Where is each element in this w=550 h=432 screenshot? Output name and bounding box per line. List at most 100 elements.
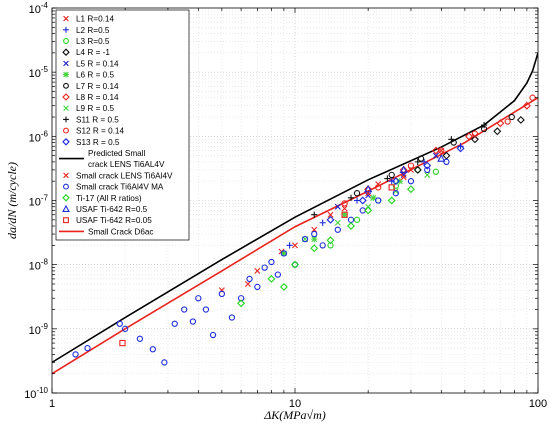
legend-marker	[63, 127, 69, 134]
legend-label: L7 R = 0.14	[76, 82, 119, 91]
legend-marker	[62, 204, 70, 212]
legend-label: USAF Ti-642 R=0.05	[76, 216, 152, 225]
data-point	[311, 211, 318, 218]
data-point	[334, 226, 341, 233]
data-point	[375, 197, 382, 204]
legend: L1 R=0.14 L2 R=0.5 L3 R=0.5 L4 R = -1 L5 R =…	[55, 9, 190, 241]
data-point	[364, 206, 373, 215]
data-point	[119, 339, 126, 347]
data-point	[364, 185, 373, 194]
data-point	[400, 171, 407, 178]
data-point	[181, 306, 188, 313]
legend-marker	[63, 60, 69, 67]
data-point	[311, 230, 318, 238]
y-tick-labels: 10-10 10-9 10-8 10-7 10-6 10-5 10-4	[24, 1, 48, 401]
data-point	[516, 115, 525, 124]
data-point	[254, 283, 261, 291]
data-point	[286, 242, 293, 249]
data-point	[319, 219, 326, 226]
legend-marker	[63, 183, 69, 190]
data-point	[365, 192, 372, 199]
data-point	[267, 274, 276, 283]
data-point	[228, 314, 236, 321]
data-point	[353, 190, 361, 197]
data-point	[370, 194, 377, 201]
data-point	[72, 351, 79, 358]
data-point	[424, 166, 431, 174]
data-point	[388, 178, 395, 185]
x-tick-labels: 1 10 100	[49, 398, 547, 410]
data-point	[268, 258, 275, 266]
data-point	[274, 271, 281, 278]
legend-marker	[63, 71, 69, 78]
data-point	[218, 290, 225, 298]
data-point	[311, 236, 318, 243]
legend-label: S12 R = 0.14	[76, 127, 124, 136]
data-point	[450, 139, 457, 146]
axis-ticks	[51, 7, 539, 394]
data-point	[279, 282, 288, 291]
legend-label: Small crack LENS Ti6Al4V	[76, 171, 173, 180]
data-point	[280, 250, 287, 257]
y-axis-label: da/dN (m/cycle)	[5, 162, 19, 239]
data-point	[438, 147, 445, 154]
data-point	[202, 306, 210, 313]
data-point	[341, 205, 348, 212]
data-point	[407, 162, 415, 169]
data-point	[406, 185, 415, 194]
data-point	[465, 132, 473, 141]
legend-box	[55, 9, 190, 241]
data-point	[443, 158, 450, 166]
legend-label: L5 R = 0.14	[76, 59, 119, 68]
legend-label: L9 R = 0.5	[76, 104, 114, 113]
legend-marker	[63, 172, 69, 179]
data-point	[413, 165, 422, 174]
data-point	[149, 346, 156, 353]
legend-label: L3 R=0.5	[76, 37, 110, 46]
data-point	[254, 267, 261, 274]
data-point	[480, 121, 488, 129]
data-point	[189, 318, 197, 325]
data-point	[432, 152, 439, 159]
data-point	[448, 136, 455, 143]
data-point	[496, 119, 505, 128]
legend-label: L4 R = -1	[76, 48, 110, 57]
legend-label: crack LENS Ti6AL4V	[88, 160, 165, 169]
data-point	[209, 331, 217, 339]
data-point	[421, 158, 428, 165]
legend-marker	[63, 38, 69, 44]
data-point	[291, 260, 299, 269]
data-point	[195, 295, 202, 302]
legend-marker	[63, 105, 69, 111]
data-point	[471, 130, 479, 137]
data-point	[319, 242, 326, 249]
data-point	[244, 280, 251, 287]
data-point	[399, 165, 408, 174]
data-point	[327, 211, 334, 218]
data-point	[171, 320, 178, 327]
legend-marker	[63, 82, 69, 89]
data-point	[237, 299, 246, 308]
data-point	[432, 168, 440, 175]
x-tick-label: 10	[289, 398, 301, 410]
data-point	[504, 118, 511, 125]
data-point	[116, 320, 123, 327]
data-point	[280, 250, 288, 257]
data-point	[384, 175, 391, 182]
data-point	[423, 161, 432, 170]
legend-label: Small crack Ti6Al4V MA	[76, 183, 164, 192]
data-point	[353, 216, 361, 223]
data-point	[347, 222, 355, 231]
data-point	[292, 242, 298, 249]
data-point	[470, 135, 479, 144]
data-point	[387, 196, 396, 205]
data-point	[358, 196, 367, 205]
y-tick-label: 10-5	[29, 65, 49, 80]
data-point	[522, 101, 531, 110]
legend-label: USAF Ti-642 R=0.5	[76, 205, 148, 214]
data-points	[72, 94, 536, 366]
data-point	[424, 171, 431, 178]
data-point	[334, 219, 341, 226]
